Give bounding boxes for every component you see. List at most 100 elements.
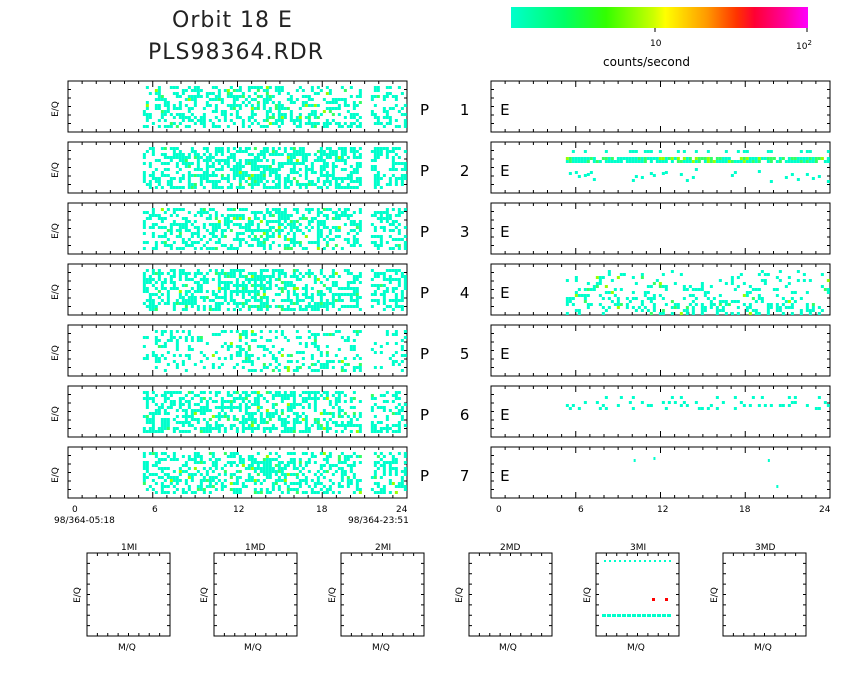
heatmap-cell-p1 — [394, 119, 398, 122]
heatmap-cell-p4 — [190, 293, 194, 296]
heatmap-cell-p4 — [169, 278, 173, 281]
heatmap-cell-p2 — [316, 156, 320, 159]
heatmap-cell-p7 — [331, 464, 335, 467]
heatmap-cell-p1 — [370, 98, 374, 101]
heatmap-cell-p5 — [391, 360, 395, 363]
heatmap-cell-p4 — [223, 281, 227, 284]
heatmap-cell-p1 — [145, 116, 149, 119]
heatmap-cell-p4 — [316, 290, 320, 293]
heatmap-cell-p7 — [265, 464, 269, 467]
heatmap-cell-p2 — [211, 165, 215, 168]
heatmap-cell-p3 — [352, 244, 356, 247]
heatmap-cell-p4 — [268, 305, 272, 308]
heatmap-cell-p1 — [304, 116, 308, 119]
heatmap-cell-p3 — [175, 223, 179, 226]
heatmap-cell-p6 — [238, 397, 242, 400]
heatmap-cell-p2 — [400, 177, 404, 180]
heatmap-cell-right-p4 — [775, 294, 779, 297]
heatmap-cell-p1 — [256, 86, 260, 89]
heatmap-cell-right-p4 — [748, 312, 752, 315]
heatmap-cell-p6 — [166, 406, 170, 409]
heatmap-cell-p5 — [370, 348, 374, 351]
heatmap-cell-p4 — [277, 272, 281, 275]
heatmap-cell-p3 — [277, 244, 281, 247]
heatmap-cell-p6 — [313, 406, 317, 409]
heatmap-cell-p1 — [280, 89, 284, 92]
heatmap-cell-p6 — [313, 409, 317, 412]
heatmap-cell-p7 — [295, 467, 299, 470]
heatmap-cell-right-p4 — [583, 297, 587, 300]
heatmap-cell-p2 — [175, 147, 179, 150]
heatmap-cell-right-p2 — [649, 160, 653, 163]
heatmap-cell-p7 — [259, 467, 263, 470]
heatmap-cell-p5 — [244, 336, 248, 339]
heatmap-cell-p4 — [256, 290, 260, 293]
heatmap-cell-p7 — [304, 479, 308, 482]
heatmap-cell-p4 — [208, 269, 212, 272]
heatmap-cell-p4 — [328, 302, 332, 305]
heatmap-cell-p6 — [394, 424, 398, 427]
heatmap-cell-right-p6 — [760, 396, 764, 399]
heatmap-cell-p2 — [289, 183, 293, 186]
heatmap-cell-p6 — [247, 415, 251, 418]
heatmap-cell-right-p4 — [691, 300, 695, 303]
heatmap-cell-p7 — [304, 464, 308, 467]
heatmap-cell-p2 — [214, 168, 218, 171]
heatmap-cell-p7 — [166, 491, 170, 494]
heatmap-cell-p3 — [181, 241, 185, 244]
heatmap-cell-p6 — [373, 424, 377, 427]
heatmap-cell-p1 — [289, 98, 293, 101]
heatmap-cell-p2 — [259, 153, 263, 156]
heatmap-cell-p2 — [385, 153, 389, 156]
heatmap-cell-p3 — [373, 235, 377, 238]
heatmap-cell-p4 — [184, 299, 188, 302]
heatmap-cell-p4 — [229, 296, 233, 299]
heatmap-cell-p7 — [343, 455, 347, 458]
heatmap-cell-p4 — [370, 269, 374, 272]
heatmap-cell-p7 — [349, 482, 353, 485]
heatmap-cell-p3 — [388, 229, 392, 232]
right-panel-p5 — [490, 324, 831, 377]
heatmap-cell-right-p4 — [568, 297, 572, 300]
heatmap-cell-p4 — [394, 278, 398, 281]
heatmap-cell-p1 — [274, 119, 278, 122]
heatmap-cell-p7 — [388, 452, 392, 455]
heatmap-cell-p4 — [226, 281, 230, 284]
heatmap-cell-p2 — [289, 159, 293, 162]
heatmap-cell-p2 — [397, 177, 401, 180]
heatmap-cell-p4 — [241, 269, 245, 272]
heatmap-cell-p1 — [157, 107, 161, 110]
heatmap-cell-right-p2 — [682, 150, 686, 153]
heatmap-cell-right-p2 — [568, 160, 572, 163]
heatmap-cell-p4 — [253, 284, 257, 287]
heatmap-cell-p2 — [334, 177, 338, 180]
heatmap-cell-p4 — [286, 305, 290, 308]
heatmap-cell-p3 — [181, 238, 185, 241]
heatmap-cell-p3 — [373, 226, 377, 229]
heatmap-cell-p5 — [388, 357, 392, 360]
heatmap-cell-right-p2 — [622, 157, 626, 160]
heatmap-cell-right-p4 — [778, 306, 782, 309]
heatmap-cell-p6 — [214, 406, 218, 409]
heatmap-cell-right-p4 — [703, 306, 707, 309]
heatmap-cell-p5 — [352, 369, 356, 372]
heatmap-cell-p2 — [376, 183, 380, 186]
heatmap-cell-p4 — [181, 296, 185, 299]
heatmap-cell-p1 — [211, 110, 215, 113]
heatmap-cell-p4 — [394, 269, 398, 272]
heatmap-cell-p1 — [193, 104, 197, 107]
heatmap-cell-p1 — [163, 113, 167, 116]
heatmap-cell-p7 — [199, 488, 203, 491]
heatmap-cell-p3 — [316, 214, 320, 217]
heatmap-cell-p4 — [157, 278, 161, 281]
heatmap-cell-p2 — [325, 147, 329, 150]
heatmap-cell-right-p2 — [574, 157, 578, 160]
heatmap-cell-p3 — [244, 241, 248, 244]
heatmap-cell-right-p4 — [658, 294, 662, 297]
heatmap-cell-p6 — [202, 430, 206, 433]
heatmap-cell-p3 — [238, 232, 242, 235]
heatmap-cell-p1 — [298, 113, 302, 116]
heatmap-cell-p3 — [253, 229, 257, 232]
heatmap-cell-right-p6 — [778, 404, 782, 407]
heatmap-cell-p3 — [229, 214, 233, 217]
